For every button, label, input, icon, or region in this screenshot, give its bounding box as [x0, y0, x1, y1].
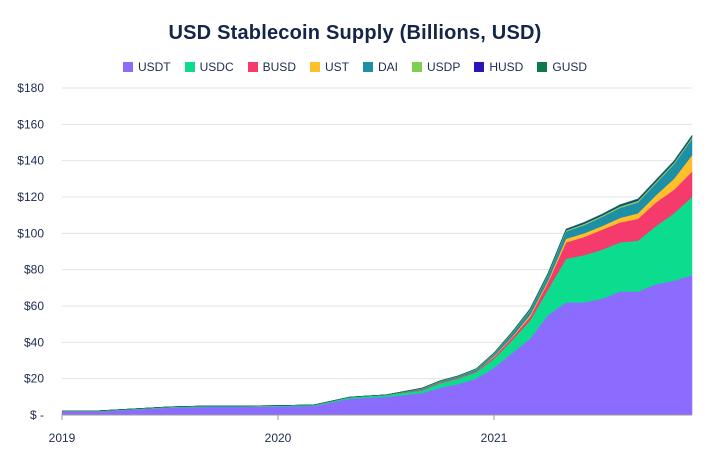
area-gusd — [62, 134, 693, 412]
y-tick-label: $160 — [17, 117, 44, 131]
legend-item-usdt: USDT — [122, 60, 171, 74]
legend-label: USDT — [137, 60, 171, 74]
area-series — [61, 134, 693, 416]
legend-swatch — [537, 62, 548, 72]
legend-item-usdc: USDC — [184, 60, 234, 74]
legend-swatch — [122, 62, 133, 72]
y-tick-label: $ - — [30, 408, 44, 422]
legend-item-dai: DAI — [362, 60, 398, 74]
legend-item-husd: HUSD — [474, 60, 523, 74]
x-tick-label: 2021 — [481, 431, 508, 445]
legend-swatch — [362, 62, 373, 72]
x-tick-labels: 2019 2020 2021 — [49, 431, 508, 445]
legend-label: BUSD — [262, 60, 296, 74]
legend-label: UST — [324, 60, 349, 74]
chart-title: USD Stablecoin Supply (Billions, USD) — [168, 22, 542, 44]
y-tick-label: $20 — [24, 372, 44, 386]
y-tick-label: $60 — [24, 299, 44, 313]
legend-swatch — [412, 62, 422, 72]
legend-swatch — [247, 62, 258, 72]
legend-label: USDC — [199, 60, 234, 74]
x-tick-label: 2019 — [49, 431, 76, 445]
y-tick-label: $180 — [17, 81, 44, 95]
x-tick-label: 2020 — [265, 431, 292, 445]
y-tick-label: $40 — [24, 335, 44, 349]
legend-label: GUSD — [552, 60, 588, 74]
legend-label: HUSD — [489, 60, 524, 74]
y-tick-label: $140 — [17, 154, 44, 168]
legend-item-usdp: USDP — [412, 60, 460, 74]
legend-item-gusd: GUSD — [537, 60, 587, 74]
legend-item-ust: UST — [309, 60, 349, 74]
legend-label: USDP — [427, 60, 461, 74]
axes — [61, 414, 692, 420]
y-tick-label: $80 — [24, 263, 44, 277]
y-tick-label: $100 — [17, 226, 44, 240]
legend-item-busd: BUSD — [247, 60, 296, 74]
legend-swatch — [474, 62, 485, 72]
legend-swatch — [309, 62, 320, 72]
y-tick-label: $120 — [17, 190, 44, 204]
legend: USDT USDC BUSD UST DAI USDP HUSD GUSD — [0, 60, 710, 74]
y-tick-labels: $ - $20 $40 $60 $80 $100 $120 $140 $160 $180 — [17, 81, 44, 422]
legend-label: DAI — [377, 60, 398, 74]
legend-swatch — [184, 62, 195, 72]
